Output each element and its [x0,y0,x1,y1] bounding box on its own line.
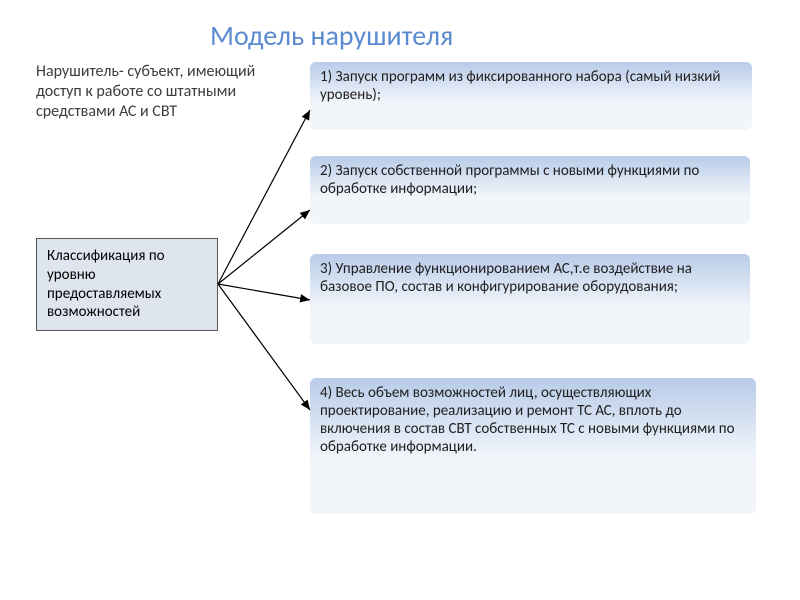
target-node-4: 4) Весь объем возможностей лиц, осуществ… [310,378,756,514]
target-node-3: 3) Управление функционированием АС,т.е в… [310,254,750,344]
definition-text: Нарушитель- субъект, имеющий доступ к ра… [36,62,256,122]
source-node: Классификация по уровню предоставляемых … [36,238,218,331]
page-title: Модель нарушителя [210,18,453,53]
target-node-1: 1) Запуск программ из фиксированного наб… [310,62,752,130]
target-node-2: 2) Запуск собственной программы с новыми… [310,156,750,224]
